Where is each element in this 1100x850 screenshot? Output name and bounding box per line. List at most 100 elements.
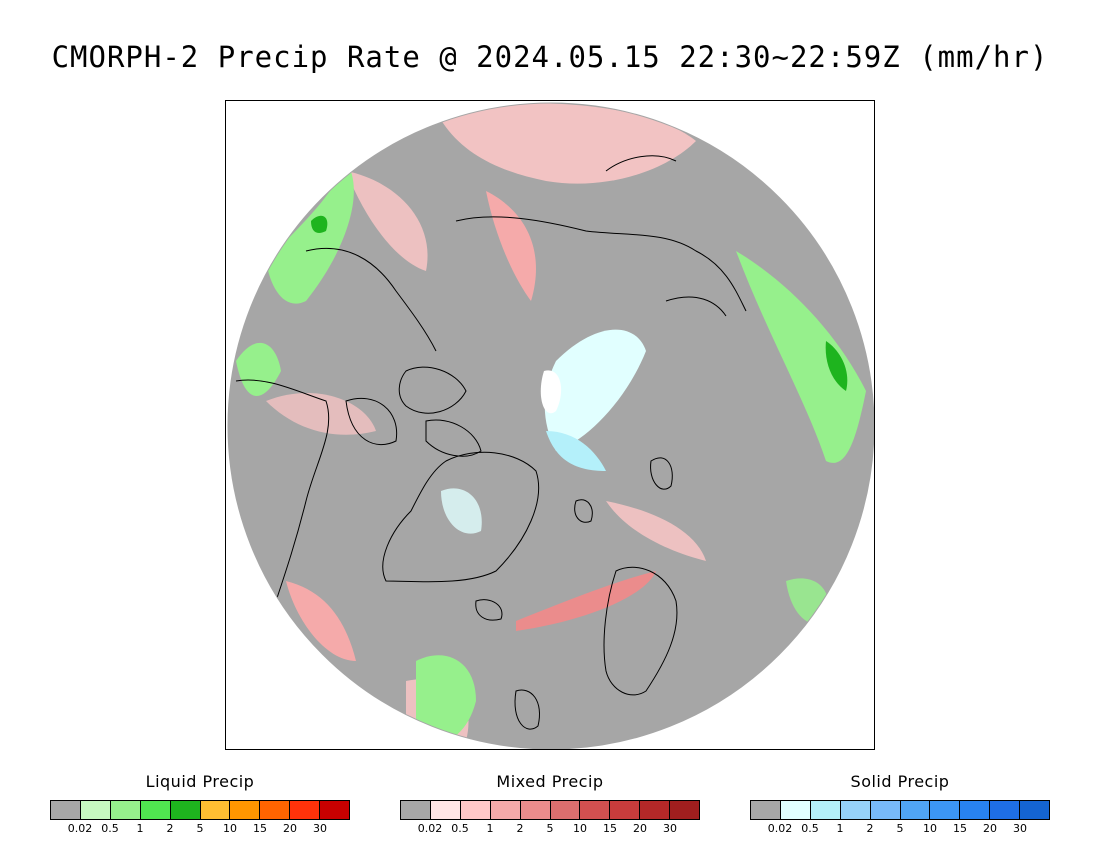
iceland-coastline [475, 599, 503, 621]
tick-label: 15 [603, 822, 617, 835]
legend-swatch [580, 801, 611, 819]
map-canvas [226, 101, 874, 749]
legend-swatch [960, 801, 991, 819]
solid-precip-legend: Solid Precip 0.02 0.5 1 2 5 10 15 20 30 [750, 772, 1050, 835]
tick-label: 1 [486, 822, 494, 835]
legend-swatch [1020, 801, 1050, 819]
mixed-precip-area [606, 501, 706, 561]
tick-label: 2 [866, 822, 874, 835]
legend-swatch [930, 801, 961, 819]
legend-swatch [670, 801, 700, 819]
legend-swatch [460, 801, 491, 819]
color-bar [750, 800, 1050, 820]
map-boundary [227, 102, 874, 749]
liquid-precip-area [416, 655, 476, 745]
color-bar [50, 800, 350, 820]
greenland-coastline [382, 451, 540, 583]
legend-swatch [520, 801, 551, 819]
tick-label: 1 [836, 822, 844, 835]
legend-swatch [640, 801, 671, 819]
legend-title: Mixed Precip [496, 772, 604, 791]
tick-label: 30 [1013, 822, 1027, 835]
legend-swatch [490, 801, 521, 819]
legend-swatch [870, 801, 901, 819]
legend-swatch [751, 801, 781, 819]
tick-label: 15 [253, 822, 267, 835]
novaya-zemlya-coastline [650, 457, 673, 490]
legend-title: Solid Precip [850, 772, 950, 791]
tick-label: 2 [516, 822, 524, 835]
legend-swatch [51, 801, 81, 819]
legend-swatch [810, 801, 841, 819]
tick-labels: 0.02 0.5 1 2 5 10 15 20 30 [50, 820, 350, 835]
tick-label: 10 [573, 822, 587, 835]
tick-label: 10 [223, 822, 237, 835]
tick-labels: 0.02 0.5 1 2 5 10 15 20 30 [400, 820, 700, 835]
solid-precip-area [544, 329, 646, 451]
liquid-precip-area [266, 161, 354, 304]
tick-label: 30 [313, 822, 327, 835]
tick-label: 20 [283, 822, 297, 835]
siberia-coastline [455, 216, 747, 312]
legend-swatch [900, 801, 931, 819]
liquid-precip-area [736, 251, 866, 463]
north-america-coastline [305, 247, 437, 352]
tick-label: 20 [983, 822, 997, 835]
solid-precip-area [546, 431, 606, 471]
arctic-islands-coastline [398, 366, 467, 414]
mixed-precip-area [436, 103, 696, 184]
tick-label: 20 [633, 822, 647, 835]
tick-label: 0.5 [801, 822, 819, 835]
tick-label: 0.02 [67, 822, 93, 835]
tick-label: 5 [546, 822, 554, 835]
tick-label: 0.02 [417, 822, 443, 835]
tick-label: 30 [663, 822, 677, 835]
liquid-precip-area [311, 215, 328, 233]
map-title: CMORPH-2 Precip Rate @ 2024.05.15 22:30~… [51, 40, 1049, 74]
tick-label: 0.5 [101, 822, 119, 835]
mixed-precip-area [486, 191, 536, 301]
tick-label: 10 [923, 822, 937, 835]
legend-swatch [290, 801, 321, 819]
polar-precip-map [225, 100, 875, 750]
legend-title: Liquid Precip [145, 772, 255, 791]
liquid-precip-area [825, 341, 848, 391]
arctic-islands-coastline [345, 397, 398, 446]
arctic-islands-coastline [425, 419, 482, 457]
legend-swatch [550, 801, 581, 819]
svalbard-coastline [574, 499, 593, 523]
mixed-precip-area [266, 392, 376, 435]
legend-swatch [230, 801, 261, 819]
tick-labels: 0.02 0.5 1 2 5 10 15 20 30 [750, 820, 1050, 835]
mixed-precip-area [516, 571, 656, 631]
legend-swatch [401, 801, 431, 819]
legend-swatch [140, 801, 171, 819]
liquid-precip-legend: Liquid Precip 0.02 0.5 1 2 5 10 15 20 30 [50, 772, 350, 835]
tick-label: 1 [136, 822, 144, 835]
siberia-coastline [665, 296, 727, 317]
british-isles-coastline [514, 689, 540, 730]
scandinavia-coastline [603, 566, 678, 696]
legend-swatch [80, 801, 111, 819]
no-data-area [540, 370, 562, 414]
legend-swatch [840, 801, 871, 819]
tick-label: 5 [196, 822, 204, 835]
siberia-coastline [605, 155, 677, 172]
legend-swatch [200, 801, 231, 819]
tick-label: 15 [953, 822, 967, 835]
coastlines [235, 155, 747, 730]
solid-precip-area [441, 488, 482, 534]
legend-swatch [780, 801, 811, 819]
tick-label: 0.02 [767, 822, 793, 835]
legend-swatch [320, 801, 350, 819]
tick-label: 2 [166, 822, 174, 835]
legend-swatch [260, 801, 291, 819]
legend-swatch [170, 801, 201, 819]
mixed-precip-legend: Mixed Precip 0.02 0.5 1 2 5 10 15 20 30 [400, 772, 700, 835]
tick-label: 5 [896, 822, 904, 835]
mixed-precip-area [346, 171, 428, 271]
north-america-coastline [235, 379, 330, 602]
legend-swatch [990, 801, 1021, 819]
tick-label: 0.5 [451, 822, 469, 835]
legend-swatch [610, 801, 641, 819]
